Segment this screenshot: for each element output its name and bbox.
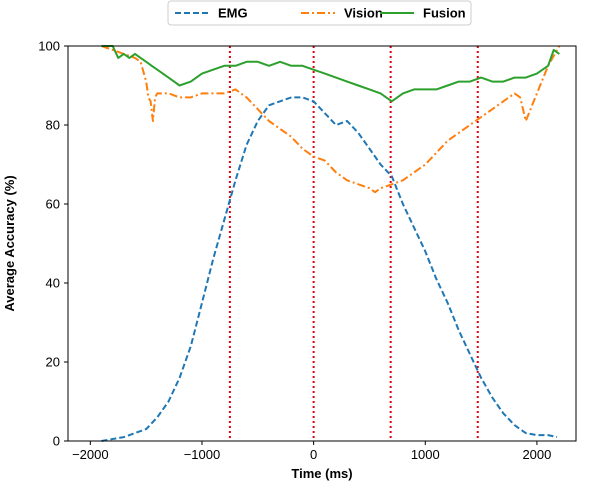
y-axis-ticks: 0 20 40 60 80 100	[38, 39, 68, 449]
event-markers	[228, 46, 479, 441]
series-line-fusion	[101, 45, 560, 103]
x-tick-label: −2000	[72, 447, 109, 462]
x-tick-label: −1000	[184, 447, 221, 462]
x-axis-ticks: −2000 −1000 0 1000 2000	[72, 441, 551, 462]
series-lines	[101, 45, 561, 442]
y-axis-label: Average Accuracy (%)	[2, 175, 17, 311]
plot-frame	[67, 45, 577, 442]
legend-label-emg: EMG	[218, 6, 248, 21]
series-line-emg	[101, 96, 558, 442]
y-tick-label: 80	[46, 118, 60, 133]
y-tick-label: 100	[38, 39, 60, 54]
x-tick-label: 2000	[522, 447, 551, 462]
y-tick-label: 40	[46, 276, 60, 291]
y-tick-label: 0	[53, 434, 60, 449]
x-tick-label: 1000	[411, 447, 440, 462]
y-tick-label: 60	[46, 197, 60, 212]
legend-label-fusion: Fusion	[423, 6, 466, 21]
x-axis-label: Time (ms)	[291, 466, 352, 481]
y-tick-label: 20	[46, 355, 60, 370]
legend-label-vision: Vision	[344, 6, 383, 21]
x-tick-label: 0	[310, 447, 317, 462]
series-line-vision	[101, 45, 561, 194]
legend: EMG Vision Fusion	[167, 0, 472, 26]
